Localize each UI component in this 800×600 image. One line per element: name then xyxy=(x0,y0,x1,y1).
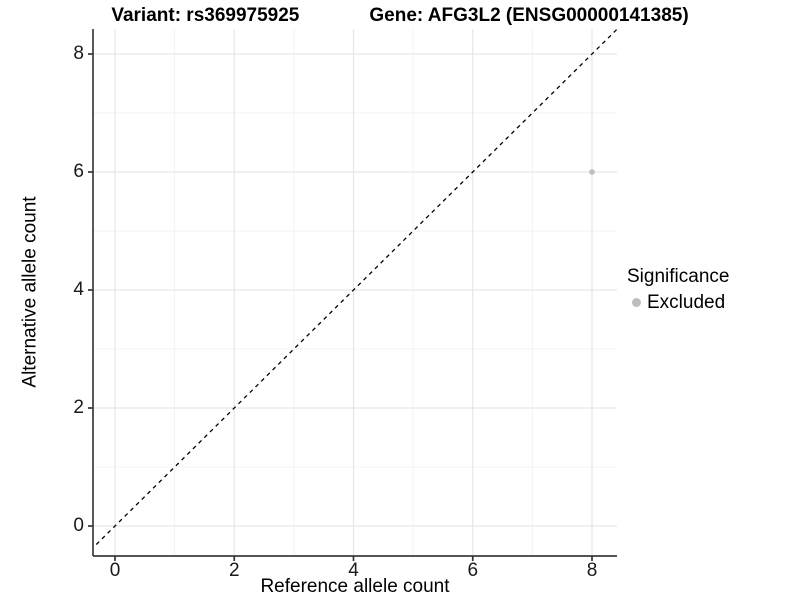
legend: Significance Excluded xyxy=(627,265,729,314)
legend-entry-excluded: Excluded xyxy=(627,291,729,314)
plot-title-variant: Variant: rs369975925 xyxy=(111,5,300,26)
plot-title-gene: Gene: AFG3L2 (ENSG00000141385) xyxy=(369,5,689,26)
x-tick-label: 2 xyxy=(228,560,240,581)
x-tick-label: 4 xyxy=(348,560,359,581)
x-tick-label: 8 xyxy=(586,560,598,581)
data-point xyxy=(589,169,595,175)
legend-entry-label: Excluded xyxy=(647,292,726,313)
legend-title: Significance xyxy=(627,266,730,287)
x-axis-title: Reference allele count xyxy=(260,576,450,597)
x-tick-label: 0 xyxy=(109,560,121,581)
excluded-point-icon xyxy=(631,298,641,307)
y-axis-title: Alternative allele count xyxy=(19,196,41,388)
identity-line xyxy=(93,29,617,549)
y-tick-label: 2 xyxy=(73,397,84,418)
plot-title: Variant: rs369975925 Gene: AFG3L2 (ENSG0… xyxy=(0,4,800,27)
y-tick-label: 8 xyxy=(73,43,84,64)
x-tick-label: 6 xyxy=(467,560,479,581)
y-tick-label: 4 xyxy=(73,279,84,300)
y-tick-label: 0 xyxy=(73,515,84,536)
y-tick-label: 6 xyxy=(73,161,84,182)
legend-key xyxy=(627,294,645,312)
